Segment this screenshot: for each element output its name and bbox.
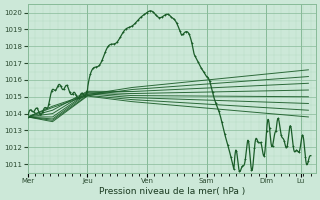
X-axis label: Pression niveau de la mer( hPa ): Pression niveau de la mer( hPa ) bbox=[99, 187, 245, 196]
